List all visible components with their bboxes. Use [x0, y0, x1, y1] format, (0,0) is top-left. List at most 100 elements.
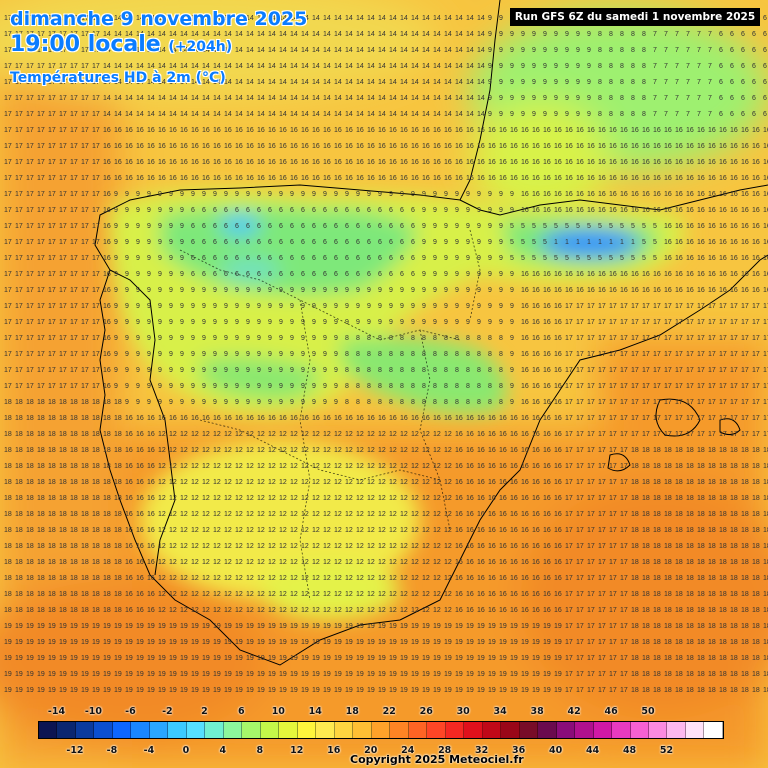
svg-text:16: 16 [488, 127, 496, 134]
svg-text:17: 17 [719, 303, 727, 310]
svg-text:18: 18 [81, 559, 89, 566]
svg-text:17: 17 [730, 303, 738, 310]
svg-text:9: 9 [301, 335, 305, 342]
svg-text:16: 16 [235, 175, 243, 182]
svg-text:17: 17 [92, 335, 100, 342]
svg-text:14: 14 [169, 63, 177, 70]
svg-text:12: 12 [356, 511, 364, 518]
svg-text:14: 14 [301, 95, 309, 102]
svg-text:16: 16 [554, 351, 562, 358]
svg-text:19: 19 [433, 655, 441, 662]
svg-text:18: 18 [48, 463, 56, 470]
svg-text:14: 14 [323, 95, 331, 102]
svg-text:17: 17 [609, 607, 617, 614]
svg-text:17: 17 [48, 271, 56, 278]
svg-text:16: 16 [202, 127, 210, 134]
svg-text:9: 9 [334, 399, 338, 406]
svg-text:6: 6 [279, 239, 283, 246]
svg-text:5: 5 [587, 223, 591, 230]
svg-text:17: 17 [59, 335, 67, 342]
svg-text:14: 14 [246, 63, 254, 70]
svg-text:19: 19 [246, 671, 254, 678]
svg-text:17: 17 [587, 495, 595, 502]
svg-text:17: 17 [565, 511, 573, 518]
svg-text:18: 18 [81, 495, 89, 502]
svg-text:9: 9 [169, 399, 173, 406]
date-line: dimanche 9 novembre 2025 [10, 8, 308, 30]
svg-text:9: 9 [499, 239, 503, 246]
svg-text:8: 8 [356, 367, 360, 374]
svg-text:17: 17 [609, 591, 617, 598]
svg-text:12: 12 [356, 447, 364, 454]
svg-text:19: 19 [389, 671, 397, 678]
svg-text:9: 9 [246, 303, 250, 310]
svg-text:8: 8 [466, 399, 470, 406]
svg-text:14: 14 [114, 79, 122, 86]
svg-text:6: 6 [334, 239, 338, 246]
svg-text:16: 16 [532, 191, 540, 198]
svg-text:12: 12 [433, 463, 441, 470]
svg-text:19: 19 [466, 623, 474, 630]
svg-text:17: 17 [59, 191, 67, 198]
svg-text:16: 16 [532, 479, 540, 486]
svg-text:12: 12 [367, 479, 375, 486]
svg-text:12: 12 [268, 463, 276, 470]
svg-text:7: 7 [675, 47, 679, 54]
svg-text:9: 9 [499, 47, 503, 54]
svg-text:18: 18 [26, 495, 34, 502]
svg-text:19: 19 [103, 687, 111, 694]
svg-text:16: 16 [521, 287, 529, 294]
svg-text:16: 16 [554, 479, 562, 486]
svg-text:16: 16 [675, 159, 683, 166]
svg-text:8: 8 [367, 335, 371, 342]
svg-text:12: 12 [158, 543, 166, 550]
svg-text:18: 18 [697, 479, 705, 486]
svg-text:17: 17 [4, 255, 12, 262]
svg-text:9: 9 [279, 383, 283, 390]
svg-text:9: 9 [213, 367, 217, 374]
svg-text:17: 17 [686, 303, 694, 310]
svg-text:17: 17 [598, 559, 606, 566]
legend-top-label: 30 [456, 706, 470, 717]
svg-text:12: 12 [268, 447, 276, 454]
svg-text:16: 16 [730, 191, 738, 198]
svg-text:9: 9 [477, 319, 481, 326]
svg-text:12: 12 [367, 591, 375, 598]
svg-text:18: 18 [708, 495, 716, 502]
svg-text:17: 17 [598, 399, 606, 406]
svg-text:16: 16 [521, 527, 529, 534]
svg-text:14: 14 [268, 31, 276, 38]
svg-text:9: 9 [389, 191, 393, 198]
svg-text:16: 16 [686, 207, 694, 214]
svg-text:19: 19 [411, 671, 419, 678]
svg-text:18: 18 [697, 575, 705, 582]
svg-text:18: 18 [719, 463, 727, 470]
svg-text:19: 19 [213, 671, 221, 678]
svg-text:17: 17 [653, 415, 661, 422]
svg-text:16: 16 [543, 415, 551, 422]
svg-text:14: 14 [455, 79, 463, 86]
svg-text:14: 14 [301, 79, 309, 86]
svg-text:16: 16 [499, 575, 507, 582]
svg-text:16: 16 [466, 527, 474, 534]
svg-text:17: 17 [576, 575, 584, 582]
svg-text:9: 9 [202, 191, 206, 198]
svg-text:5: 5 [642, 223, 646, 230]
svg-text:18: 18 [103, 399, 111, 406]
svg-text:14: 14 [312, 63, 320, 70]
svg-text:9: 9 [114, 319, 118, 326]
svg-text:18: 18 [642, 591, 650, 598]
svg-text:5: 5 [543, 223, 547, 230]
svg-text:9: 9 [422, 319, 426, 326]
svg-text:16: 16 [664, 175, 672, 182]
svg-text:14: 14 [180, 47, 188, 54]
svg-text:17: 17 [15, 319, 23, 326]
svg-text:17: 17 [598, 463, 606, 470]
svg-text:8: 8 [620, 111, 624, 118]
svg-text:9: 9 [565, 79, 569, 86]
svg-text:16: 16 [631, 127, 639, 134]
svg-text:12: 12 [169, 543, 177, 550]
svg-text:17: 17 [587, 639, 595, 646]
svg-text:9: 9 [499, 303, 503, 310]
svg-text:16: 16 [565, 287, 573, 294]
